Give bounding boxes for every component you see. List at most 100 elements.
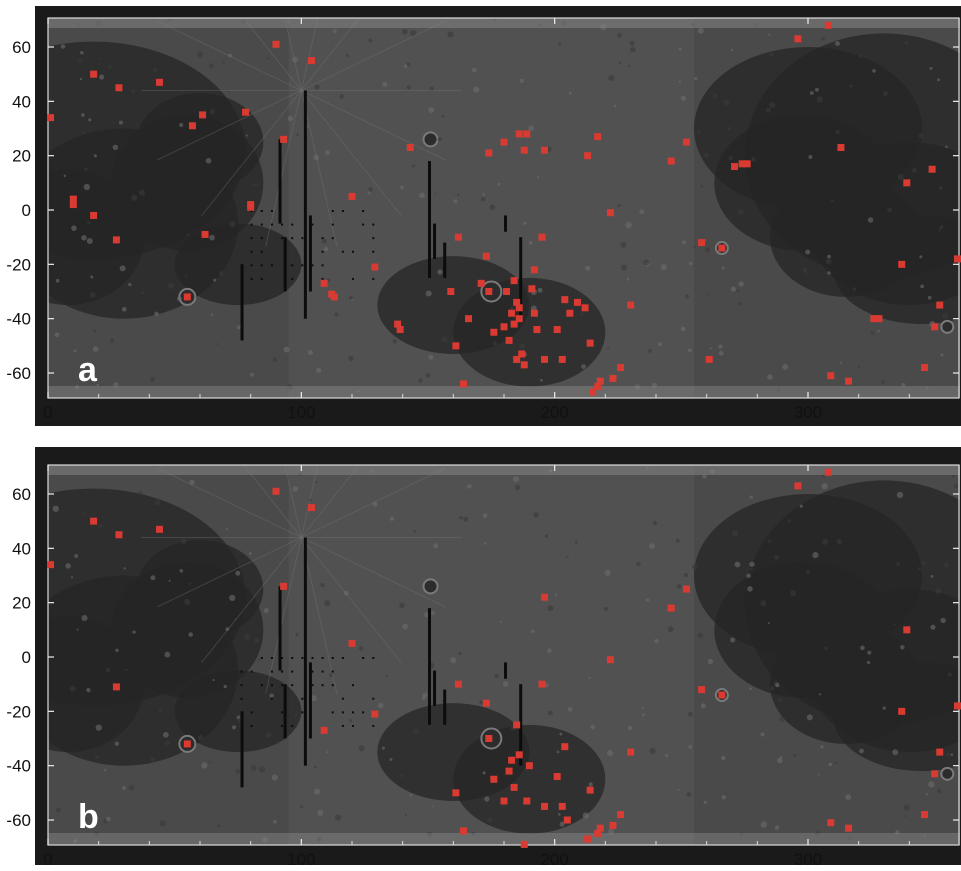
marker-point bbox=[330, 293, 338, 301]
marker-point bbox=[452, 789, 460, 797]
marker-point bbox=[586, 339, 594, 347]
marker-point bbox=[280, 135, 288, 143]
y-tick-label: 0 bbox=[22, 648, 31, 667]
marker-point bbox=[452, 342, 460, 350]
marker-point bbox=[406, 144, 414, 152]
marker-point bbox=[90, 211, 98, 219]
marker-point bbox=[561, 743, 569, 751]
marker-point bbox=[921, 364, 929, 372]
marker-point bbox=[199, 111, 207, 119]
marker-point bbox=[594, 133, 602, 141]
marker-point bbox=[606, 656, 614, 664]
marker-point bbox=[272, 40, 280, 48]
marker-point bbox=[525, 762, 533, 770]
marker-point bbox=[482, 252, 490, 260]
marker-point bbox=[698, 239, 706, 247]
y-tick-label: -20 bbox=[6, 702, 31, 721]
marker-point bbox=[508, 756, 516, 764]
marker-point bbox=[523, 797, 531, 805]
marker-point bbox=[47, 114, 55, 122]
marker-point bbox=[112, 683, 120, 691]
marker-point bbox=[794, 482, 802, 490]
marker-point bbox=[454, 680, 462, 688]
marker-point bbox=[596, 377, 604, 385]
marker-point bbox=[90, 70, 98, 78]
marker-point bbox=[477, 279, 485, 287]
y-tick-label: -40 bbox=[6, 310, 31, 329]
marker-point bbox=[682, 585, 690, 593]
marker-point bbox=[242, 108, 250, 116]
marker-point bbox=[500, 138, 508, 146]
marker-point bbox=[490, 775, 498, 783]
marker-point bbox=[371, 263, 379, 271]
marker-point bbox=[558, 355, 566, 363]
marker-point bbox=[581, 304, 589, 312]
y-tick-label: -20 bbox=[6, 255, 31, 274]
marker-point bbox=[320, 726, 328, 734]
marker-point bbox=[573, 298, 581, 306]
marker-point bbox=[112, 236, 120, 244]
marker-point bbox=[505, 767, 513, 775]
marker-point bbox=[931, 770, 939, 778]
marker-point bbox=[510, 277, 518, 285]
marker-point bbox=[541, 802, 549, 810]
marker-point bbox=[827, 372, 835, 380]
marker-point bbox=[558, 802, 566, 810]
marker-point bbox=[520, 361, 528, 369]
panel-letter: b bbox=[78, 798, 99, 836]
x-tick-label: 0 bbox=[43, 403, 52, 422]
marker-point bbox=[921, 811, 929, 819]
marker-point bbox=[738, 160, 746, 168]
marker-point bbox=[870, 315, 878, 323]
marker-point bbox=[903, 179, 911, 187]
marker-point bbox=[513, 298, 521, 306]
marker-point bbox=[505, 336, 513, 344]
marker-point bbox=[718, 691, 726, 699]
marker-point bbox=[898, 260, 906, 268]
marker-point bbox=[69, 195, 77, 203]
marker-point bbox=[718, 244, 726, 252]
marker-point bbox=[541, 146, 549, 154]
y-tick-label: -60 bbox=[6, 364, 31, 383]
marker-point bbox=[183, 293, 191, 301]
marker-point bbox=[510, 783, 518, 791]
y-tick-label: 40 bbox=[12, 92, 31, 111]
lunar-surface bbox=[48, 465, 960, 845]
y-tick-label: 20 bbox=[12, 147, 31, 166]
marker-point bbox=[47, 561, 55, 569]
marker-point bbox=[731, 163, 739, 171]
marker-point bbox=[936, 748, 944, 756]
marker-point bbox=[348, 639, 356, 647]
x-tick-label: 0 bbox=[43, 850, 52, 869]
marker-point bbox=[667, 604, 675, 612]
marker-point bbox=[594, 830, 602, 838]
marker-point bbox=[845, 824, 853, 832]
marker-point bbox=[528, 285, 536, 293]
marker-point bbox=[875, 315, 883, 323]
marker-point bbox=[307, 504, 315, 512]
marker-point bbox=[523, 130, 531, 138]
marker-point bbox=[155, 78, 163, 86]
marker-point bbox=[201, 230, 209, 238]
marker-point bbox=[518, 350, 526, 358]
marker-point bbox=[627, 301, 635, 309]
marker-point bbox=[454, 233, 462, 241]
marker-point bbox=[530, 309, 538, 317]
marker-point bbox=[482, 699, 490, 707]
marker-point bbox=[183, 740, 191, 748]
marker-point bbox=[515, 751, 523, 759]
marker-point bbox=[447, 288, 455, 295]
marker-point bbox=[563, 816, 571, 824]
marker-point bbox=[584, 152, 592, 160]
y-tick-label: 0 bbox=[22, 201, 31, 220]
y-tick-label: -40 bbox=[6, 757, 31, 776]
y-tick-label: 40 bbox=[12, 539, 31, 558]
marker-point bbox=[188, 122, 196, 130]
marker-point bbox=[606, 209, 614, 217]
marker-point bbox=[609, 821, 617, 829]
marker-point bbox=[541, 593, 549, 601]
marker-point bbox=[115, 531, 123, 539]
marker-point bbox=[541, 355, 549, 363]
